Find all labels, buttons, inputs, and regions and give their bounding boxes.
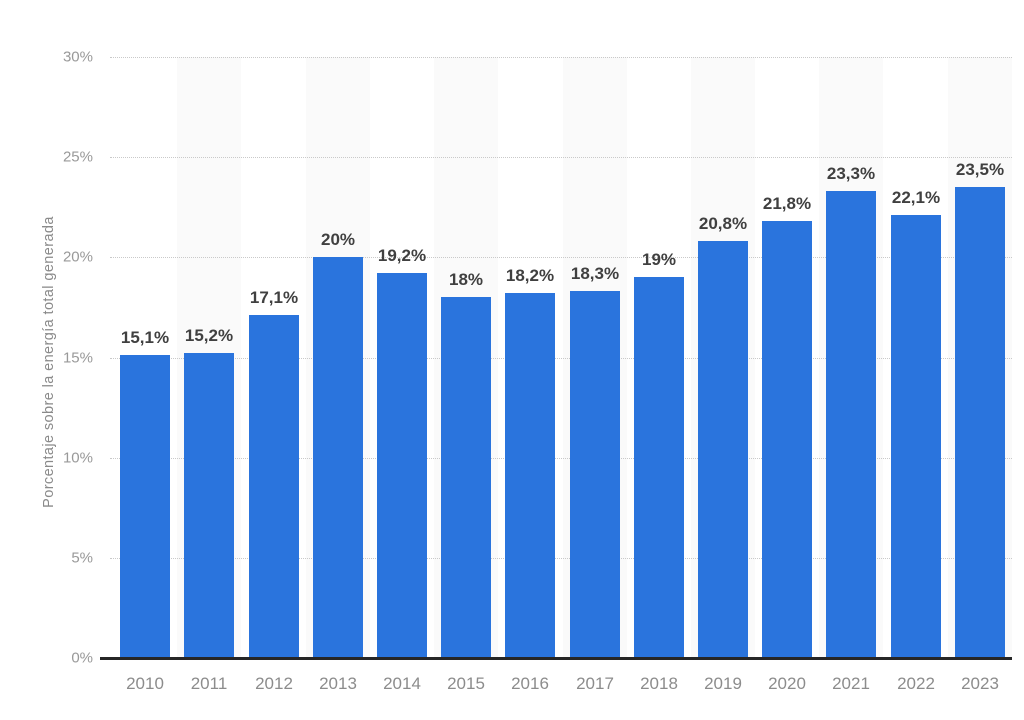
bar-value-label-2014: 19,2% (377, 246, 427, 265)
x-tick-label-2018: 2018 (640, 674, 678, 693)
gridline-15% (110, 358, 1012, 359)
gridline-30% (110, 57, 1012, 58)
bar-2021[interactable] (826, 191, 876, 658)
gridline-20% (110, 257, 1012, 258)
x-tick-label-2014: 2014 (383, 674, 421, 693)
y-tick-label-5%: 5% (71, 549, 93, 567)
bar-2017[interactable] (570, 291, 620, 658)
x-tick-label-2013: 2013 (319, 674, 357, 693)
bar-2016[interactable] (505, 293, 555, 658)
y-tick-label-15%: 15% (62, 349, 93, 367)
x-tick-label-2011: 2011 (190, 674, 228, 693)
gridline-5% (110, 558, 1012, 559)
x-tick-label-2020: 2020 (768, 674, 806, 693)
bar-2013[interactable] (313, 257, 363, 658)
bar-2020[interactable] (762, 221, 812, 658)
y-tick-label-30%: 30% (62, 48, 93, 66)
gridline-25% (110, 157, 1012, 158)
bar-2014[interactable] (377, 273, 427, 658)
x-tick-label-2012: 2012 (255, 674, 293, 693)
bar-value-label-2023: 23,5% (955, 160, 1005, 179)
bar-2018[interactable] (634, 277, 684, 658)
bar-2022[interactable] (891, 215, 941, 658)
bar-2011[interactable] (184, 353, 234, 658)
bar-2010[interactable] (120, 355, 170, 658)
x-tick-label-2021: 2021 (832, 674, 870, 693)
bar-2012[interactable] (249, 315, 299, 658)
bar-value-label-2022: 22,1% (891, 188, 941, 207)
bar-value-label-2012: 17,1% (249, 288, 299, 307)
y-tick-label-10%: 10% (62, 449, 93, 467)
bar-value-label-2010: 15,1% (120, 328, 170, 347)
y-tick-label-0%: 0% (71, 649, 93, 667)
bar-value-label-2021: 23,3% (826, 164, 876, 183)
bar-value-label-2015: 18% (448, 270, 484, 289)
bar-value-label-2011: 15,2% (184, 326, 234, 345)
x-tick-label-2022: 2022 (897, 674, 935, 693)
y-tick-label-25%: 25% (62, 148, 93, 166)
bar-value-label-2018: 19% (641, 250, 677, 269)
bar-2019[interactable] (698, 241, 748, 658)
x-tick-label-2023: 2023 (961, 674, 999, 693)
x-tick-label-2015: 2015 (447, 674, 485, 693)
x-tick-label-2016: 2016 (511, 674, 549, 693)
bar-value-label-2017: 18,3% (570, 264, 620, 283)
bar-value-label-2013: 20% (320, 230, 356, 249)
x-tick-label-2010: 2010 (126, 674, 164, 693)
gridline-10% (110, 458, 1012, 459)
x-tick-label-2019: 2019 (704, 674, 742, 693)
bar-2023[interactable] (955, 187, 1005, 658)
y-tick-label-20%: 20% (62, 248, 93, 266)
bar-value-label-2016: 18,2% (505, 266, 555, 285)
bar-value-label-2019: 20,8% (698, 214, 748, 233)
bar-2015[interactable] (441, 297, 491, 658)
x-tick-label-2017: 2017 (576, 674, 614, 693)
bar-value-label-2020: 21,8% (762, 194, 812, 213)
x-axis-line (100, 657, 1012, 660)
